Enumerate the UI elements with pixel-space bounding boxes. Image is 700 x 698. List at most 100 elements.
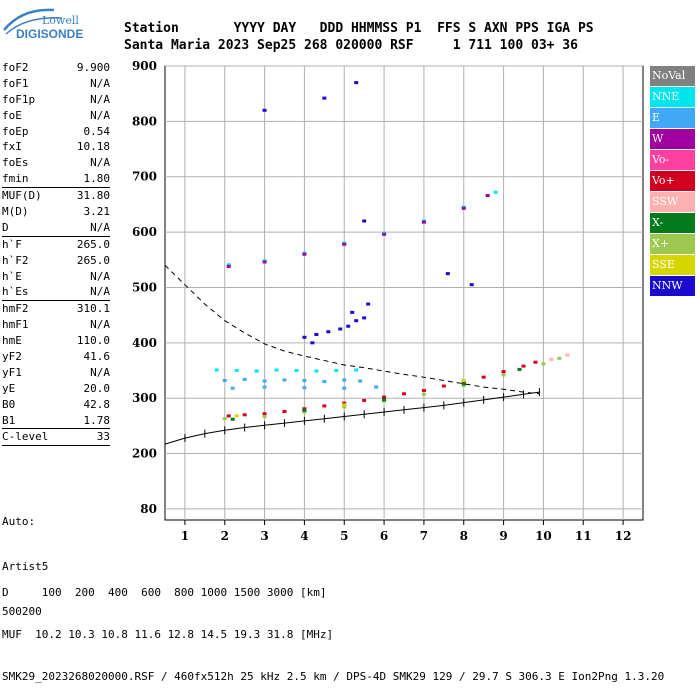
param-value: 310.1	[76, 302, 110, 316]
digisonde-swoosh-icon: Lowell DIGISONDE	[3, 8, 83, 41]
param-value: N/A	[90, 76, 110, 90]
param-name: C-level	[2, 430, 49, 444]
echo-point-w	[382, 232, 387, 236]
echo-point-nne	[226, 263, 231, 267]
true-height-profile	[164, 391, 540, 445]
param-row: C-level 33	[2, 429, 110, 445]
echo-point-w	[302, 252, 307, 256]
param-row: foF1 N/A	[2, 76, 110, 92]
auto-label: Auto:	[2, 515, 36, 528]
ionogram-chart: 1 2 3 4 5 6 7 8 9 10 11 128020030040050060070080090…	[132, 59, 644, 543]
param-row: yF1 N/A	[2, 365, 110, 381]
virtual-height-profile	[164, 264, 540, 395]
echo-point-nnw	[362, 219, 367, 223]
legend-item-nne: NNE	[650, 87, 695, 107]
echo-point-e	[262, 385, 267, 389]
grid-lines	[164, 65, 644, 525]
echo-point-vo	[362, 398, 367, 402]
echo-point-nnw	[354, 319, 359, 323]
param-row: h`Es N/A	[2, 284, 110, 300]
echo-point-nne	[294, 369, 299, 373]
param-name: h`F	[2, 237, 22, 251]
param-row: foEp 0.54	[2, 124, 110, 140]
param-name: foF1p	[2, 92, 36, 106]
echo-point-nne	[493, 190, 498, 194]
param-name: MUF(D)	[2, 189, 42, 203]
header-values: Santa Maria 2023 Sep25 268 020000 RSF 1 …	[124, 38, 578, 53]
echo-point-vo	[282, 409, 287, 413]
param-name: hmF1	[2, 318, 29, 332]
param-value: 42.8	[83, 397, 111, 411]
param-row: B0 42.8	[2, 397, 110, 413]
param-value: 1.80	[83, 172, 111, 186]
param-name: foF1	[2, 76, 29, 90]
param-value: N/A	[90, 108, 110, 122]
polarization-legend: NoVal NNE E W Vo- Vo+ SSW X- X+ SSE NNW	[650, 66, 695, 297]
param-value: 10.18	[76, 140, 110, 154]
y-tick-label: 400	[132, 336, 157, 350]
y-tick-label: 500	[132, 280, 157, 294]
echo-point-sse	[234, 414, 239, 418]
echo-point-vo	[302, 407, 307, 411]
param-row: h`E N/A	[2, 269, 110, 285]
x-tick-label: 4	[300, 529, 308, 543]
param-row: foF1p N/A	[2, 92, 110, 108]
param-name: yE	[2, 381, 16, 395]
echo-point-x	[501, 373, 506, 377]
echo-point-x	[557, 356, 562, 360]
echo-point-x	[230, 417, 235, 421]
legend-item-sse: SSE	[650, 255, 695, 275]
echo-point-sse	[342, 403, 347, 407]
param-value: 9.900	[76, 61, 110, 74]
echo-point-ssw	[549, 357, 554, 361]
param-name: hmF2	[2, 302, 29, 316]
echo-point-vo	[421, 388, 426, 392]
param-name: B0	[2, 397, 16, 411]
param-name: foE	[2, 108, 22, 122]
echo-point-sse	[461, 378, 466, 382]
x-tick-label: 5	[340, 529, 348, 543]
param-row: yE 20.0	[2, 381, 110, 397]
echo-point-e	[262, 379, 267, 383]
param-row: hmE 110.0	[2, 333, 110, 349]
param-name: fxI	[2, 140, 22, 154]
param-row: hmF2 310.1	[2, 301, 110, 317]
echo-point-e	[374, 385, 379, 389]
echo-point-nne	[254, 369, 259, 373]
echo-point-vo	[481, 375, 486, 379]
legend-item-w: W	[650, 129, 695, 149]
param-value: N/A	[90, 156, 110, 170]
x-tick-label: 10	[535, 529, 552, 543]
lowell-digisonde-logo: Lowell DIGISONDE	[2, 2, 122, 42]
echo-point-e	[342, 378, 347, 382]
param-name: h`Es	[2, 285, 29, 299]
echo-point-nnw	[310, 341, 315, 345]
param-row: M(D) 3.21	[2, 204, 110, 220]
param-row: yF2 41.6	[2, 349, 110, 365]
param-separator	[2, 445, 110, 447]
param-value: 265.0	[76, 253, 110, 267]
echo-point-x	[461, 382, 466, 386]
param-row: D N/A	[2, 220, 110, 236]
echo-point-e	[282, 378, 287, 382]
param-value: N/A	[90, 220, 110, 234]
y-tick-label: 800	[132, 114, 157, 128]
echo-point-x	[342, 405, 347, 409]
param-value: 1.78	[83, 413, 111, 427]
param-value: 31.80	[76, 189, 110, 203]
echo-point-nne	[234, 369, 239, 373]
echo-point-e	[342, 386, 347, 390]
echo-point-vo	[441, 384, 446, 388]
param-row: hmF1 N/A	[2, 317, 110, 333]
y-tick-label: 700	[132, 170, 157, 184]
param-value: 41.6	[83, 350, 111, 364]
echo-point-vo	[242, 413, 247, 417]
param-name: hmE	[2, 334, 22, 348]
echo-point-x	[421, 392, 426, 396]
legend-item-noval: NoVal	[650, 66, 695, 86]
legend-item-x: X-	[650, 213, 695, 233]
echo-point-w	[262, 260, 267, 264]
param-name: yF2	[2, 350, 22, 364]
param-separator	[2, 300, 110, 302]
param-row: h`F 265.0	[2, 237, 110, 253]
